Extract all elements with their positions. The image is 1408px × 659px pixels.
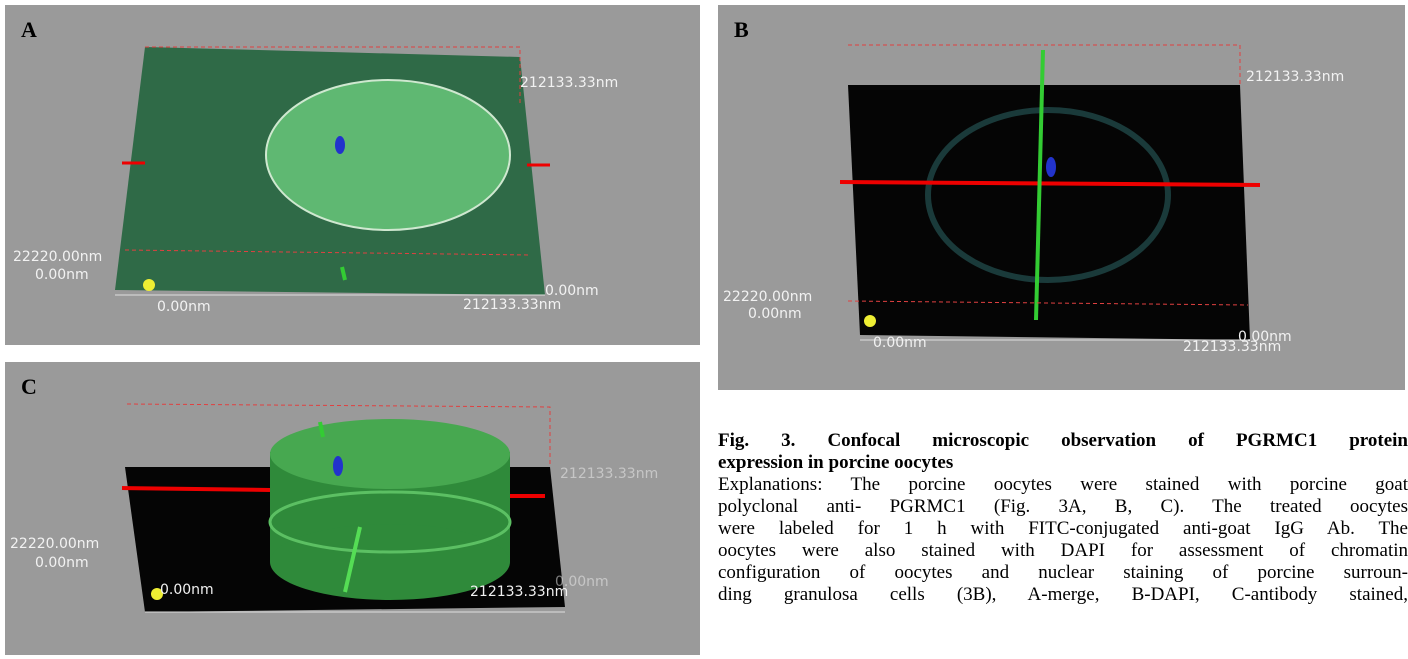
- panel-b: B 212133.33nm 22220.00nm 0.00nm 0.00nm 2…: [718, 5, 1405, 390]
- origin-marker: [143, 279, 155, 291]
- caption-text: Explanations: The porcine oocytes were s…: [718, 474, 1408, 496]
- panel-label: B: [734, 17, 749, 42]
- panel-label: A: [21, 17, 37, 42]
- nucleus: [335, 136, 345, 154]
- caption-text: configuration of oocytes and nuclear sta…: [718, 562, 1408, 584]
- axis-label: 212133.33nm: [1246, 69, 1344, 85]
- page: A 212133.33nm 22220.00nm 0.00nm 0.00nm 2…: [0, 0, 1408, 659]
- axis-label: 0.00nm: [873, 335, 927, 351]
- axis-label: 22220.00nm: [10, 536, 99, 552]
- axis-label: 0.00nm: [35, 267, 89, 283]
- axis-label: 0.00nm: [1238, 329, 1292, 345]
- axis-label: 0.00nm: [748, 306, 802, 322]
- origin-marker: [864, 315, 876, 327]
- axis-label: 0.00nm: [160, 582, 214, 598]
- axis-label: 0.00nm: [35, 555, 89, 571]
- caption-title: expression in porcine oocytes: [718, 452, 1408, 474]
- axis-label: 0.00nm: [555, 574, 609, 590]
- caption-text: were labeled for 1 h with FITC-conjugate…: [718, 518, 1408, 540]
- axis-label: 0.00nm: [157, 299, 211, 315]
- caption: Fig. 3. Confocal microscopic observation…: [718, 430, 1408, 659]
- caption-text: oocytes were also stained with DAPI for …: [718, 540, 1408, 562]
- oocyte: [266, 80, 510, 230]
- caption-text: ding granulosa cells (3B), A-merge, B-DA…: [718, 584, 1408, 606]
- axis-label: 22220.00nm: [13, 249, 102, 265]
- cylinder-top: [270, 419, 510, 489]
- axis-label: 212133.33nm: [470, 584, 568, 600]
- panel-a: A 212133.33nm 22220.00nm 0.00nm 0.00nm 2…: [5, 5, 700, 345]
- caption-title: Fig. 3. Confocal microscopic observation…: [718, 430, 1408, 452]
- axis-label: 212133.33nm: [520, 75, 618, 91]
- nucleus: [333, 456, 343, 476]
- panel-c: C 212133.33nm 22220.00nm 0.00nm 0.00nm 2…: [5, 362, 700, 655]
- axis-label: 212133.33nm: [560, 466, 658, 482]
- axis-label: 212133.33nm: [463, 297, 561, 313]
- axis-label: 0.00nm: [545, 283, 599, 299]
- panel-label: C: [21, 374, 37, 399]
- caption-text: polyclonal anti- PGRMC1 (Fig. 3A, B, C).…: [718, 496, 1408, 518]
- axis-marker: [122, 488, 270, 490]
- axis-label: 22220.00nm: [723, 289, 812, 305]
- plane: [848, 85, 1250, 340]
- nucleus: [1046, 157, 1056, 177]
